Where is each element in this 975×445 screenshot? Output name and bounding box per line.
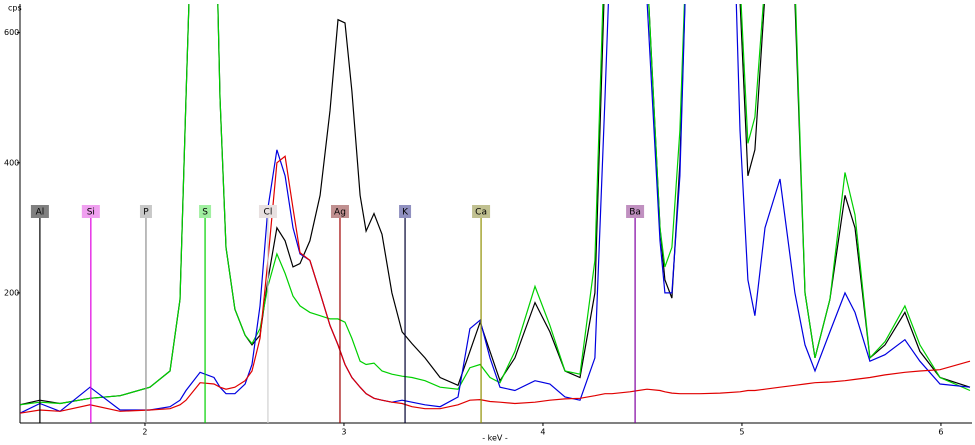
element-label: Ag [334, 208, 346, 218]
element-label-box [330, 205, 349, 218]
element-label: S [202, 208, 208, 218]
y-axis-label: cps [8, 4, 22, 13]
spectrum-line [20, 4, 971, 406]
spectrum-line [20, 4, 971, 406]
x-tick-label: 6 [938, 428, 943, 437]
element-label: Ca [475, 208, 487, 218]
element-label: P [143, 208, 149, 218]
spectrum-line [20, 155, 971, 414]
element-label-box [30, 205, 49, 218]
y-tick-label: 600 [4, 28, 19, 37]
element-label: Al [36, 208, 45, 218]
plot-area [20, 4, 971, 414]
element-label-box [81, 205, 100, 218]
x-axis-label: - keV - [482, 434, 508, 443]
element-label: Si [87, 208, 95, 218]
element-label: Ba [629, 208, 641, 218]
x-tick-label: 4 [540, 428, 545, 437]
element-label: Cl [264, 208, 273, 218]
element-label: K [402, 208, 409, 218]
x-tick-label: 2 [142, 428, 147, 437]
element-label-box [626, 205, 645, 218]
element-label-box [258, 205, 277, 218]
x-tick-label: 3 [341, 428, 346, 437]
x-tick-label: 5 [739, 428, 744, 437]
y-tick-label: 200 [4, 288, 19, 297]
y-tick-label: 400 [4, 158, 19, 167]
element-label-box [139, 205, 152, 218]
element-label-box [199, 205, 212, 218]
element-label-box [472, 205, 491, 218]
element-label-box [399, 205, 412, 218]
spectrum-line [20, 4, 971, 414]
